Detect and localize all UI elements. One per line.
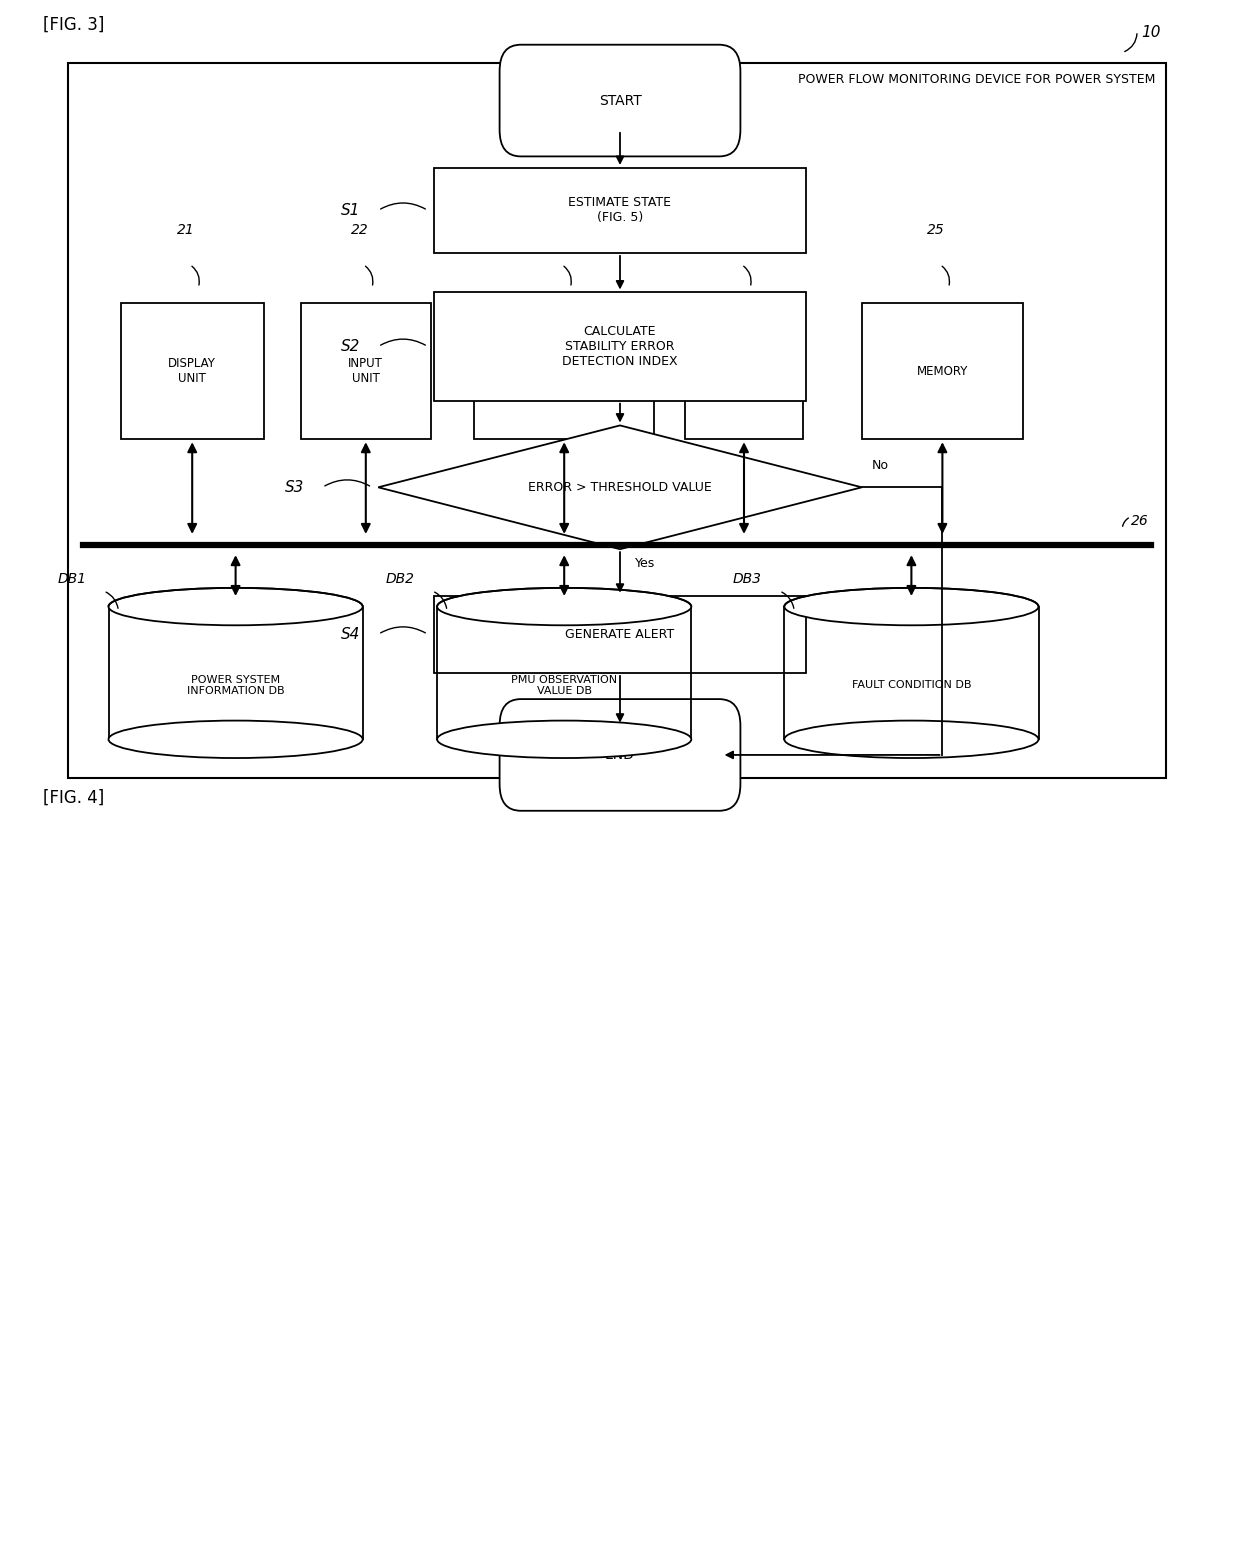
Text: Yes: Yes [635,557,655,569]
Text: S3: S3 [285,480,305,495]
Bar [438,606,692,739]
FancyBboxPatch shape [500,45,740,156]
Text: 22: 22 [351,223,368,237]
Text: DB1: DB1 [57,572,87,586]
Text: POWER SYSTEM
INFORMATION DB: POWER SYSTEM INFORMATION DB [187,674,284,696]
FancyBboxPatch shape [500,699,740,811]
Text: DISPLAY
UNIT: DISPLAY UNIT [169,357,216,385]
Text: GENERATE ALERT: GENERATE ALERT [565,628,675,640]
Text: 26: 26 [1131,514,1148,528]
Text: DB3: DB3 [733,572,761,586]
FancyBboxPatch shape [434,596,806,673]
Ellipse shape [438,588,692,625]
Text: 21: 21 [177,223,195,237]
Text: No: No [872,459,889,472]
Text: 24: 24 [729,223,746,237]
Text: POWER FLOW MONITORING DEVICE FOR POWER SYSTEM: POWER FLOW MONITORING DEVICE FOR POWER S… [799,73,1156,85]
Ellipse shape [438,721,692,758]
FancyBboxPatch shape [474,303,655,439]
Text: CPU: CPU [732,365,756,377]
Text: INPUT
UNIT: INPUT UNIT [348,357,383,385]
Text: END: END [605,747,635,763]
Text: DB2: DB2 [386,572,414,586]
Text: S4: S4 [341,627,361,642]
Polygon shape [378,425,862,549]
Text: [FIG. 3]: [FIG. 3] [43,15,104,34]
Ellipse shape [109,721,363,758]
Text: CALCULATE
STABILITY ERROR
DETECTION INDEX: CALCULATE STABILITY ERROR DETECTION INDE… [562,325,678,368]
Text: START: START [599,93,641,108]
FancyBboxPatch shape [862,303,1023,439]
Text: FAULT CONDITION DB: FAULT CONDITION DB [852,681,971,690]
Bar [784,606,1039,739]
Text: S1: S1 [341,203,361,218]
Text: S2: S2 [341,339,361,354]
Text: 25: 25 [928,223,945,237]
FancyBboxPatch shape [684,303,804,439]
FancyBboxPatch shape [300,303,432,439]
FancyBboxPatch shape [434,167,806,254]
FancyBboxPatch shape [434,292,806,401]
Ellipse shape [109,588,363,625]
Text: 23: 23 [549,223,567,237]
Text: 10: 10 [1141,25,1161,40]
Text: ESTIMATE STATE
(FIG. 5): ESTIMATE STATE (FIG. 5) [568,196,672,224]
Bar [109,606,362,739]
Ellipse shape [784,721,1039,758]
Text: MEMORY: MEMORY [916,365,968,377]
Text: [FIG. 4]: [FIG. 4] [43,789,104,808]
Ellipse shape [784,588,1039,625]
FancyBboxPatch shape [122,303,263,439]
Text: COMMUNICATION
UNIT: COMMUNICATION UNIT [513,357,615,385]
Text: PMU OBSERVATION
VALUE DB: PMU OBSERVATION VALUE DB [511,674,618,696]
FancyBboxPatch shape [68,63,1166,778]
Text: ERROR > THRESHOLD VALUE: ERROR > THRESHOLD VALUE [528,481,712,493]
